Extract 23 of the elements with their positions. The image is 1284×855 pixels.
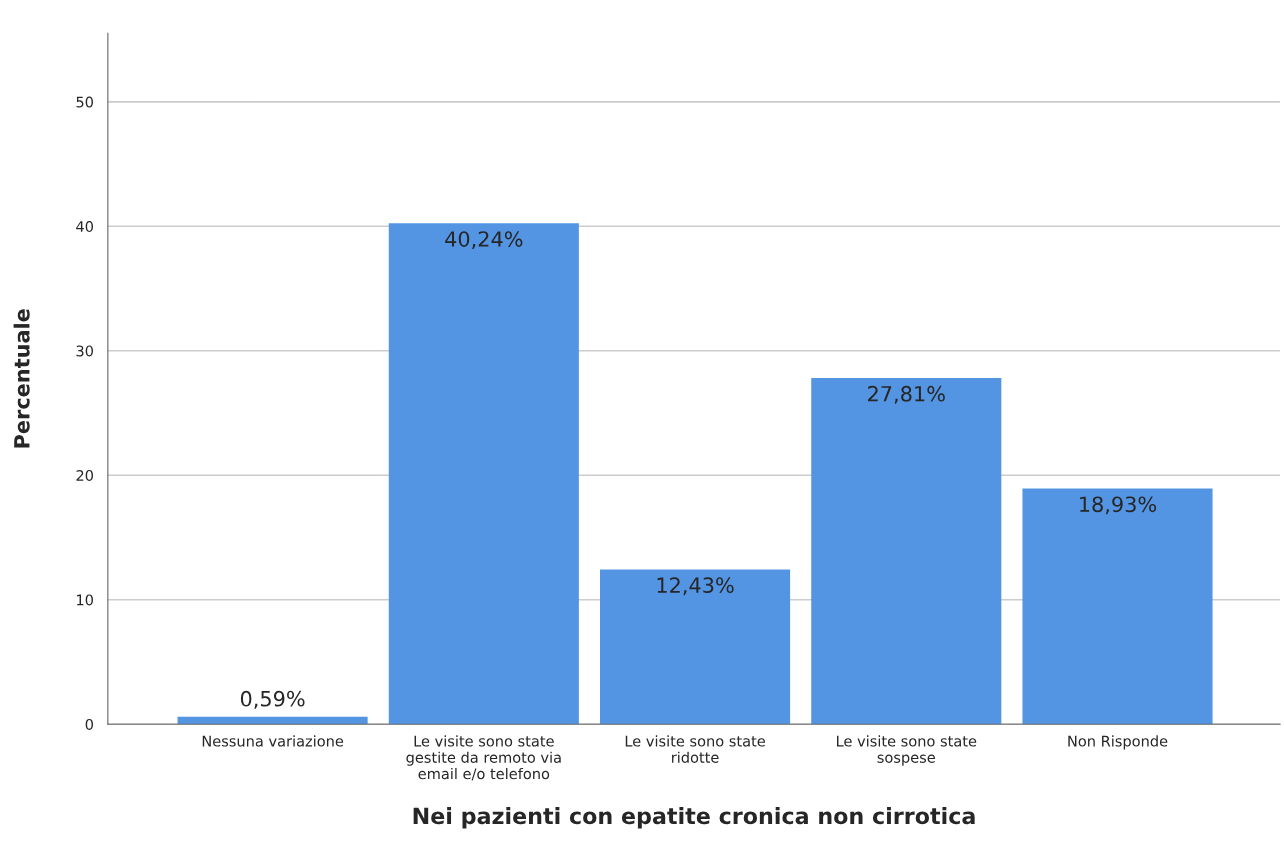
data-label: 27,81% — [868, 385, 945, 404]
data-label: 18,93% — [1080, 496, 1157, 515]
y-tick-label: 10 — [77, 594, 93, 606]
bar — [388, 223, 579, 725]
data-label: 12,43% — [657, 577, 734, 596]
bar — [811, 378, 1002, 725]
y-axis-title: Percentuale — [13, 309, 30, 448]
bar — [600, 569, 791, 725]
x-axis-title: Nei pazienti con epatite cronica non cirrotica — [413, 807, 975, 829]
y-tick-label: 30 — [76, 345, 93, 357]
x-tick-label: Le visite sono state gestite da remoto via email e/o telefono — [406, 735, 561, 781]
y-tick-label: 40 — [76, 221, 93, 233]
x-tick-label: Nessuna variazione — [202, 735, 344, 747]
y-tick-label: 20 — [76, 469, 93, 481]
x-tick-label: Le visite sono state sospese — [837, 735, 977, 766]
data-label: 40,24% — [445, 231, 523, 250]
data-label: 0,59% — [240, 690, 305, 709]
bar — [1022, 488, 1213, 725]
x-tick-label: Non Risponde — [1068, 735, 1168, 750]
y-tick-label: 0 — [85, 718, 93, 730]
x-tick-label: Le visite sono state ridotte — [625, 735, 765, 763]
y-tick-label: 50 — [76, 96, 93, 108]
bar — [177, 716, 368, 725]
